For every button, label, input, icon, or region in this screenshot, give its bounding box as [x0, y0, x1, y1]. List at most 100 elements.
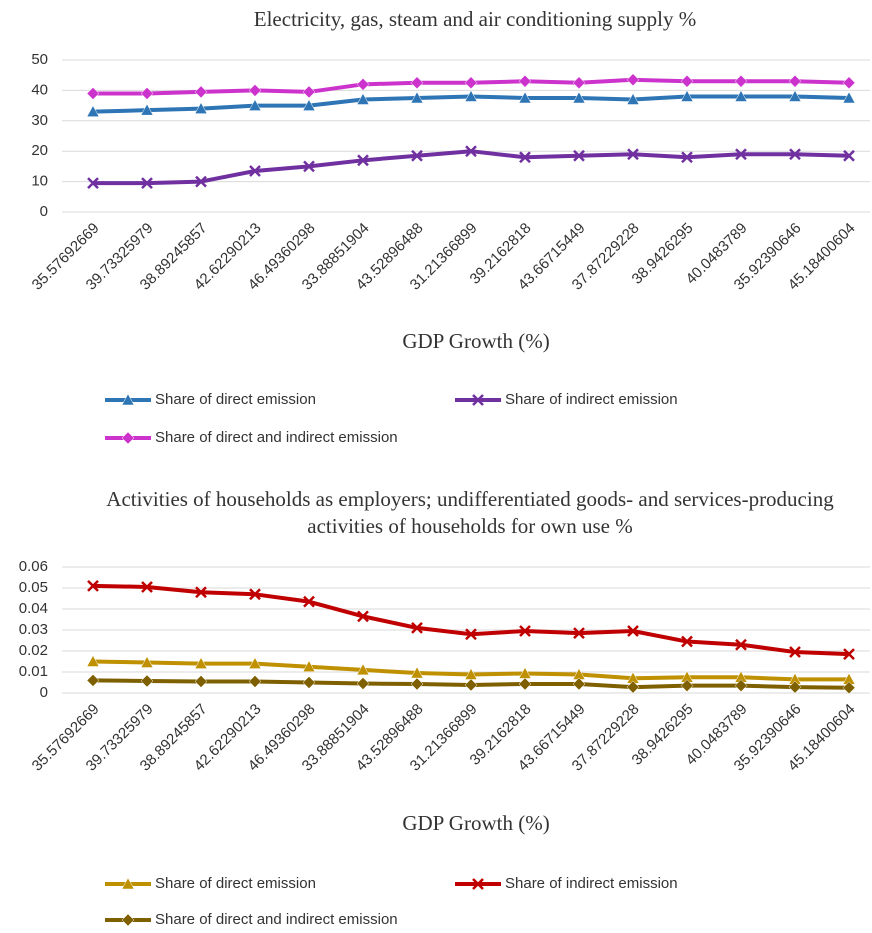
- marker: [86, 674, 100, 687]
- marker: [681, 635, 693, 648]
- marker: [843, 648, 855, 661]
- marker: [573, 149, 585, 162]
- marker: [680, 74, 694, 88]
- marker: [141, 177, 153, 190]
- marker: [140, 103, 154, 116]
- marker: [356, 92, 370, 105]
- marker: [572, 76, 586, 90]
- marker: [357, 154, 369, 167]
- y-tick-label: 0.05: [19, 579, 48, 596]
- chart-title: Electricity, gas, steam and air conditio…: [253, 7, 697, 31]
- marker: [788, 74, 802, 88]
- marker: [465, 628, 477, 641]
- marker: [86, 654, 100, 667]
- marker: [735, 148, 747, 161]
- marker: [194, 85, 208, 99]
- y-tick-label: 0: [40, 203, 48, 220]
- marker: [842, 681, 856, 695]
- marker: [121, 913, 135, 927]
- marker: [734, 74, 748, 88]
- marker: [357, 610, 369, 623]
- legend-label: Share of indirect emission: [505, 391, 678, 408]
- legend-label: Share of direct emission: [155, 391, 316, 408]
- legend-label: Share of direct and indirect emission: [155, 429, 398, 446]
- x-axis-label: GDP Growth (%): [402, 329, 549, 353]
- marker: [472, 394, 484, 406]
- marker: [464, 678, 478, 692]
- marker: [518, 677, 532, 691]
- marker: [842, 91, 856, 104]
- y-tick-label: 50: [31, 51, 48, 68]
- marker: [140, 656, 154, 668]
- marker: [626, 92, 640, 105]
- series-line: [93, 149, 850, 186]
- marker: [464, 76, 478, 90]
- y-tick-label: 40: [31, 81, 48, 98]
- marker: [680, 89, 694, 102]
- marker: [141, 581, 153, 593]
- marker: [121, 877, 135, 890]
- marker: [121, 393, 135, 406]
- y-tick-label: 0.06: [19, 558, 48, 575]
- marker: [248, 657, 262, 669]
- y-tick-label: 0.01: [19, 663, 48, 680]
- marker: [626, 73, 640, 87]
- y-tick-label: 0: [40, 684, 48, 701]
- marker: [302, 99, 316, 111]
- marker: [410, 76, 424, 90]
- marker: [356, 77, 370, 91]
- marker: [465, 145, 477, 158]
- y-tick-label: 20: [31, 142, 48, 159]
- y-tick-label: 30: [31, 112, 48, 129]
- marker: [518, 91, 532, 104]
- marker: [140, 87, 154, 100]
- marker: [195, 586, 207, 599]
- legend-label: Share of indirect emission: [505, 875, 678, 892]
- marker: [302, 85, 316, 99]
- marker: [681, 151, 693, 164]
- marker: [411, 622, 423, 634]
- marker: [86, 105, 100, 117]
- marker: [410, 91, 424, 104]
- marker: [303, 160, 315, 173]
- marker: [356, 663, 370, 676]
- marker: [302, 660, 316, 672]
- marker: [843, 149, 855, 162]
- marker: [789, 646, 801, 658]
- marker: [680, 679, 694, 693]
- marker: [519, 625, 531, 637]
- marker: [627, 625, 639, 637]
- marker: [140, 674, 154, 688]
- marker: [472, 878, 484, 890]
- marker: [410, 677, 424, 691]
- marker: [573, 627, 585, 640]
- marker: [788, 680, 802, 694]
- y-tick-label: 10: [31, 173, 48, 190]
- marker: [87, 177, 99, 190]
- marker: [842, 76, 856, 90]
- marker: [734, 679, 748, 693]
- marker: [248, 99, 262, 111]
- marker: [572, 677, 586, 691]
- marker: [464, 89, 478, 102]
- marker: [194, 657, 208, 669]
- marker: [788, 89, 802, 102]
- marker: [194, 675, 208, 688]
- marker: [86, 87, 100, 100]
- y-tick-label: 0.04: [19, 600, 48, 617]
- marker: [518, 74, 532, 88]
- marker: [87, 580, 99, 592]
- legend-label: Share of direct and indirect emission: [155, 911, 398, 928]
- marker: [249, 588, 261, 601]
- marker: [248, 675, 262, 688]
- marker: [626, 680, 640, 694]
- legend-label: Share of direct emission: [155, 875, 316, 892]
- marker: [627, 148, 639, 161]
- marker: [735, 638, 747, 651]
- marker: [194, 102, 208, 114]
- marker: [121, 431, 135, 445]
- marker: [302, 676, 316, 689]
- marker: [303, 595, 315, 608]
